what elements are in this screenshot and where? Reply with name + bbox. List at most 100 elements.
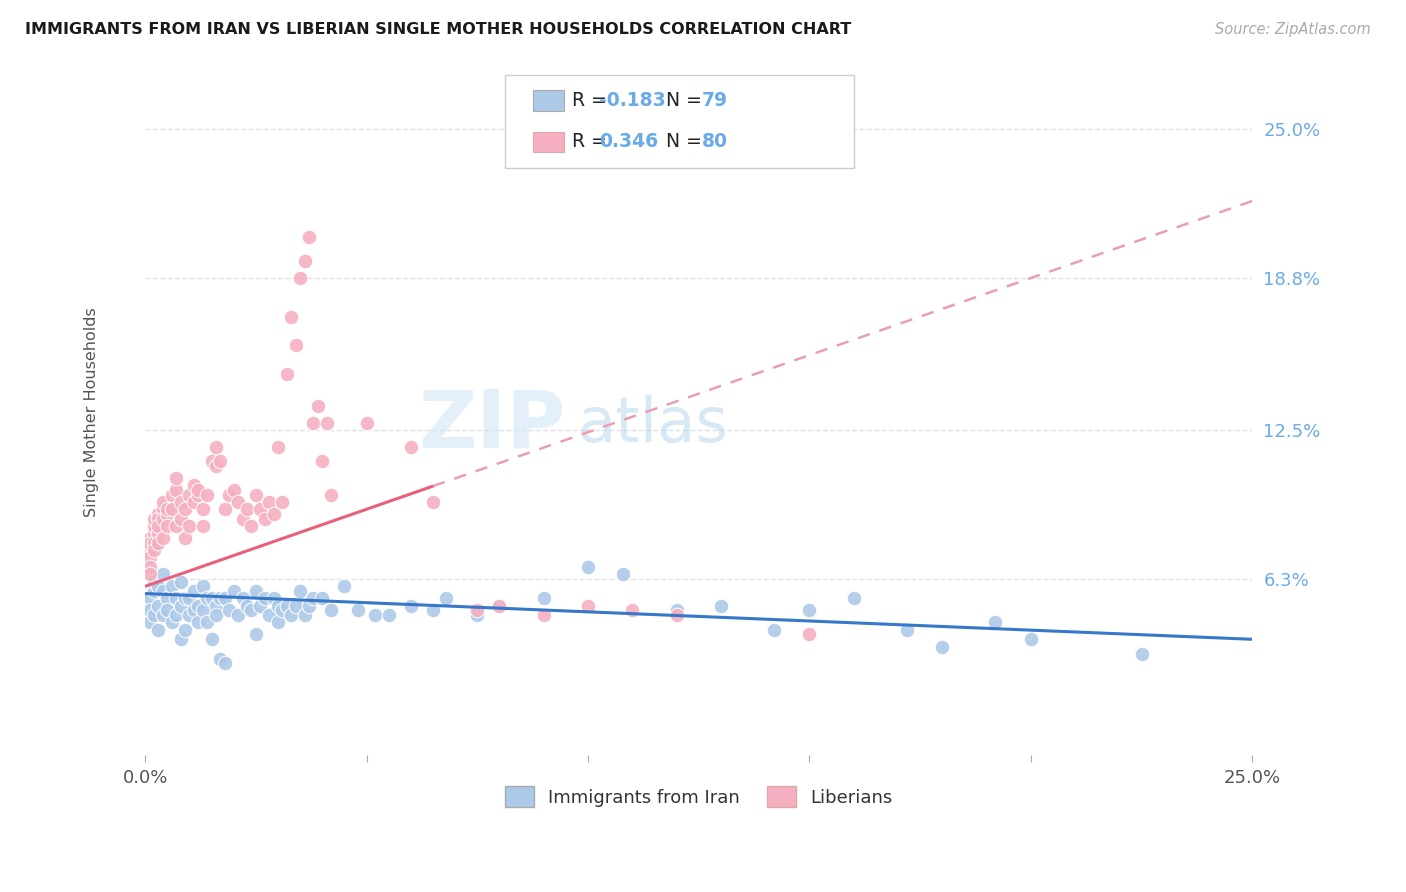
Point — [276, 368, 298, 382]
Point — [143, 519, 166, 533]
Point — [187, 483, 209, 497]
Point — [288, 271, 311, 285]
Point — [267, 440, 290, 454]
Text: Source: ZipAtlas.com: Source: ZipAtlas.com — [1215, 22, 1371, 37]
Point — [488, 599, 510, 613]
Point — [191, 579, 214, 593]
Point — [156, 507, 179, 521]
Point — [226, 495, 249, 509]
Point — [253, 512, 276, 526]
Text: -0.183: -0.183 — [599, 91, 666, 111]
Point — [187, 599, 209, 613]
Point — [249, 502, 271, 516]
Point — [191, 519, 214, 533]
Point — [205, 458, 228, 473]
Point — [271, 495, 294, 509]
Point — [232, 591, 254, 606]
Point — [152, 502, 174, 516]
Point — [143, 584, 166, 599]
Legend: Immigrants from Iran, Liberians: Immigrants from Iran, Liberians — [498, 780, 900, 814]
Point — [156, 591, 179, 606]
Point — [218, 488, 240, 502]
Point — [152, 512, 174, 526]
Point — [179, 591, 201, 606]
Point — [665, 608, 688, 623]
Point — [152, 567, 174, 582]
Point — [245, 584, 267, 599]
Point — [165, 471, 187, 485]
Point — [333, 579, 356, 593]
Point — [148, 507, 170, 521]
Point — [267, 615, 290, 630]
Point — [222, 483, 245, 497]
Point — [138, 567, 160, 582]
Point — [165, 591, 187, 606]
Point — [148, 526, 170, 541]
Point — [222, 584, 245, 599]
Point — [156, 519, 179, 533]
Point — [195, 591, 218, 606]
Text: R =: R = — [572, 91, 613, 111]
Point — [209, 454, 232, 468]
Point — [257, 608, 280, 623]
Point — [284, 599, 307, 613]
Point — [576, 599, 599, 613]
Point — [1130, 647, 1153, 661]
Text: atlas: atlas — [576, 395, 728, 456]
Point — [195, 488, 218, 502]
Point — [294, 608, 316, 623]
Text: N =: N = — [654, 91, 709, 111]
Point — [138, 550, 160, 565]
Point — [200, 591, 222, 606]
Point — [533, 608, 555, 623]
Point — [179, 519, 201, 533]
Point — [174, 502, 197, 516]
Point — [245, 627, 267, 641]
Point — [236, 502, 259, 516]
Point — [377, 608, 399, 623]
Point — [174, 591, 197, 606]
Point — [321, 603, 343, 617]
Point — [160, 615, 183, 630]
Point — [298, 230, 321, 244]
Point — [169, 599, 191, 613]
Point — [179, 608, 201, 623]
Point — [187, 488, 209, 502]
Point — [298, 599, 321, 613]
Point — [143, 526, 166, 541]
Point — [799, 603, 821, 617]
FancyBboxPatch shape — [505, 76, 853, 168]
Point — [138, 543, 160, 558]
Point — [311, 591, 333, 606]
Point — [138, 536, 160, 550]
Text: N =: N = — [654, 133, 709, 152]
Point — [169, 512, 191, 526]
Point — [263, 591, 285, 606]
Point — [152, 531, 174, 545]
Point — [245, 488, 267, 502]
Point — [191, 502, 214, 516]
Point — [249, 599, 271, 613]
Point — [399, 599, 422, 613]
Point — [174, 623, 197, 637]
Text: 80: 80 — [702, 133, 728, 152]
Point — [280, 310, 302, 324]
Point — [148, 623, 170, 637]
Point — [422, 495, 444, 509]
Point — [200, 632, 222, 647]
Point — [148, 579, 170, 593]
Point — [399, 440, 422, 454]
Point — [200, 454, 222, 468]
Point — [160, 488, 183, 502]
Point — [138, 615, 160, 630]
Point — [799, 627, 821, 641]
Bar — [533, 90, 564, 112]
Point — [218, 603, 240, 617]
Point — [183, 584, 205, 599]
Point — [284, 338, 307, 352]
Point — [533, 591, 555, 606]
Point — [160, 502, 183, 516]
Point — [183, 478, 205, 492]
Point — [276, 599, 298, 613]
Point — [307, 399, 329, 413]
